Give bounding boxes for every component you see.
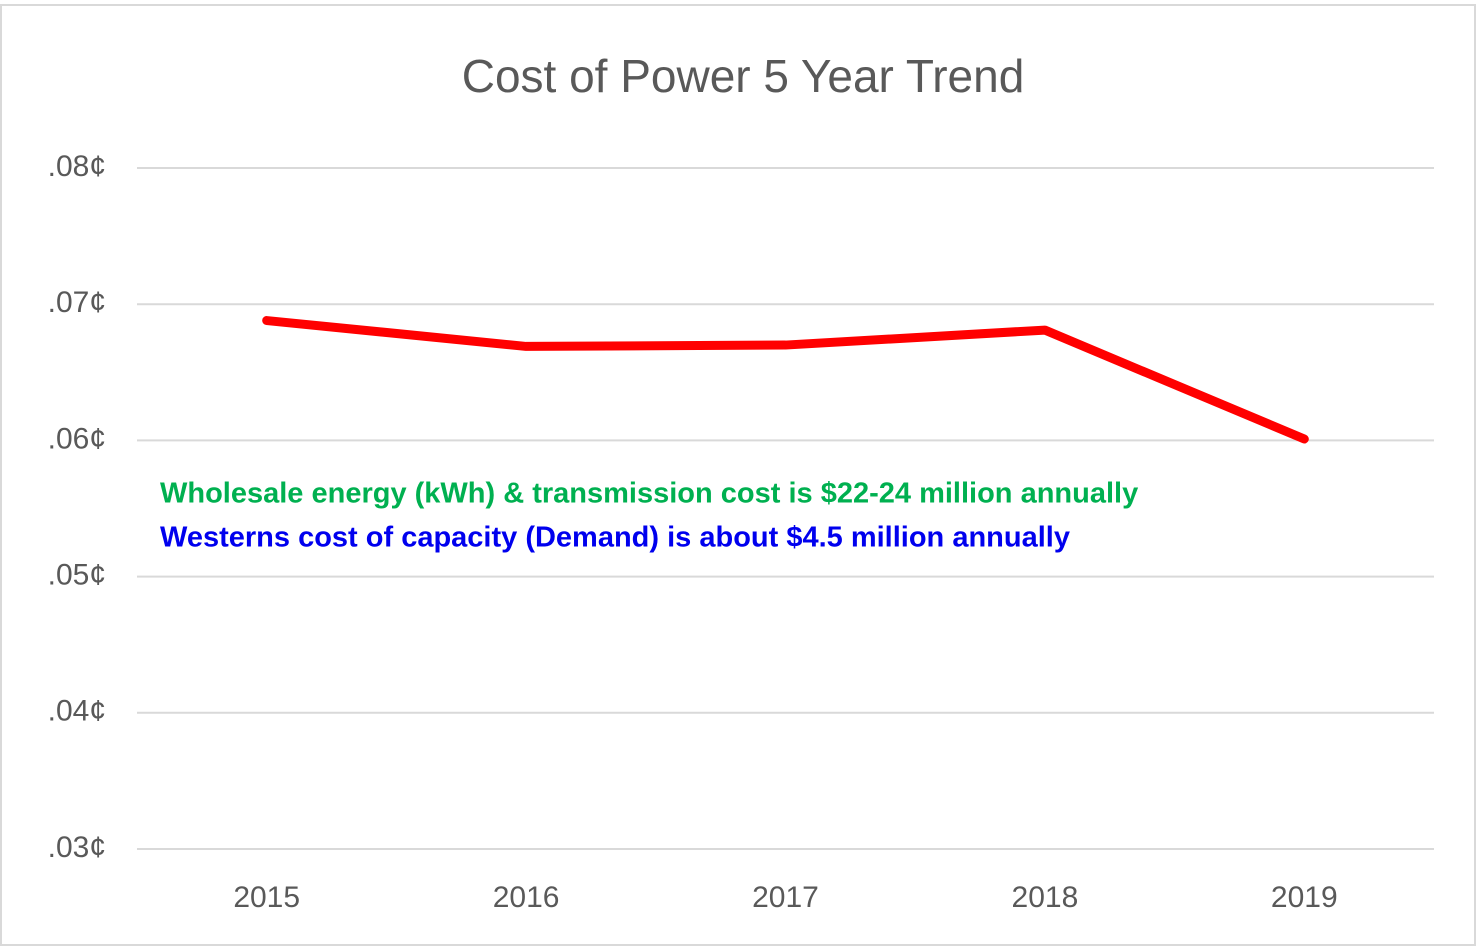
annotation: Westerns cost of capacity (Demand) is ab…	[160, 522, 1070, 554]
annotation: Wholesale energy (kWh) & transmission co…	[160, 478, 1138, 510]
x-tick-label: 2018	[1012, 881, 1079, 914]
x-tick-label: 2019	[1271, 881, 1338, 914]
chart-title: Cost of Power 5 Year Trend	[462, 50, 1025, 102]
y-tick-label: .07¢	[48, 286, 106, 319]
y-tick-label: .04¢	[48, 695, 106, 728]
y-tick-label: .05¢	[48, 559, 106, 592]
line	[262, 316, 1309, 444]
y-tick-label: .08¢	[48, 150, 106, 183]
y-tick-label: .03¢	[48, 831, 106, 864]
x-tick-label: 2017	[752, 881, 819, 914]
x-tick-label: 2016	[493, 881, 560, 914]
chart-border	[0, 4, 1476, 946]
y-tick-label: .06¢	[48, 422, 106, 455]
x-tick-label: 2015	[233, 881, 300, 914]
